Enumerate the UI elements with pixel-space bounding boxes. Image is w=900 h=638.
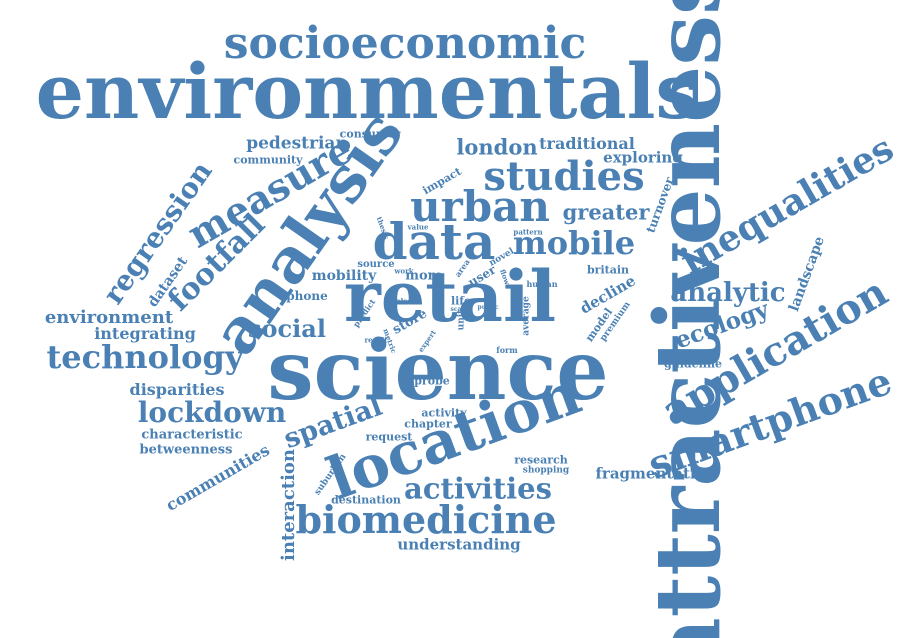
word-interaction: interaction: [278, 448, 299, 562]
word-characteristic: characteristic: [141, 427, 243, 443]
word-request: request: [365, 430, 413, 444]
word-work: work: [394, 266, 414, 276]
word-environment: environment: [44, 307, 174, 328]
word-pedestrian: pedestrian: [246, 133, 348, 154]
word-analytic: analytic: [670, 278, 786, 308]
word-greater: greater: [562, 199, 650, 225]
word-studies: studies: [483, 153, 645, 200]
word-guideline: guideline: [664, 357, 722, 371]
word-understanding: understanding: [397, 535, 521, 554]
word-exploring: exploring: [603, 148, 683, 167]
word-also: also: [396, 296, 412, 306]
word-scale: scale: [450, 306, 468, 313]
word-research: research: [514, 453, 568, 467]
word-human: human: [526, 279, 558, 289]
word-source: source: [357, 259, 395, 270]
word-retail: retail: [343, 255, 557, 338]
word-data: data: [372, 212, 496, 271]
word-average: average: [521, 296, 532, 336]
word-destination: destination: [331, 493, 401, 507]
word-britain: britain: [586, 263, 630, 277]
word-social: social: [248, 314, 326, 343]
word-lockdown: lockdown: [137, 396, 287, 429]
word-urban: urban: [410, 182, 550, 231]
word-value: value: [407, 222, 429, 232]
word-probe: probe: [414, 374, 450, 388]
word-biomedicine: biomedicine: [295, 497, 557, 542]
word-more: more: [405, 268, 443, 284]
word-environmentals: environmentals: [35, 47, 699, 136]
word-london: london: [456, 134, 538, 160]
word-mobility: mobility: [311, 268, 377, 284]
word-disparities: disparities: [129, 380, 225, 399]
word-activities: activities: [404, 471, 552, 506]
word-community: community: [233, 153, 303, 167]
word-mobile: mobile: [512, 224, 636, 262]
word-phone: phone: [286, 289, 328, 303]
word-consumer: consumer: [339, 127, 401, 141]
word-result: result: [364, 335, 388, 345]
word-public: public: [477, 304, 499, 311]
word-fragmentation: fragmentation: [595, 464, 717, 483]
word-integrating: integrating: [94, 324, 196, 343]
word-chapter: chapter: [404, 417, 452, 431]
word-life: life: [450, 294, 472, 308]
word-traditional: traditional: [539, 134, 635, 153]
word-socioeconomic: socioeconomic: [223, 18, 587, 69]
word-pattern: pattern: [513, 227, 543, 237]
word-shopping: shopping: [522, 465, 570, 476]
word-science: science: [267, 323, 609, 419]
word-activity: activity: [421, 406, 467, 420]
word-betweenness: betweenness: [139, 442, 233, 458]
word-form: form: [496, 345, 518, 355]
word-technology: technology: [46, 338, 244, 376]
